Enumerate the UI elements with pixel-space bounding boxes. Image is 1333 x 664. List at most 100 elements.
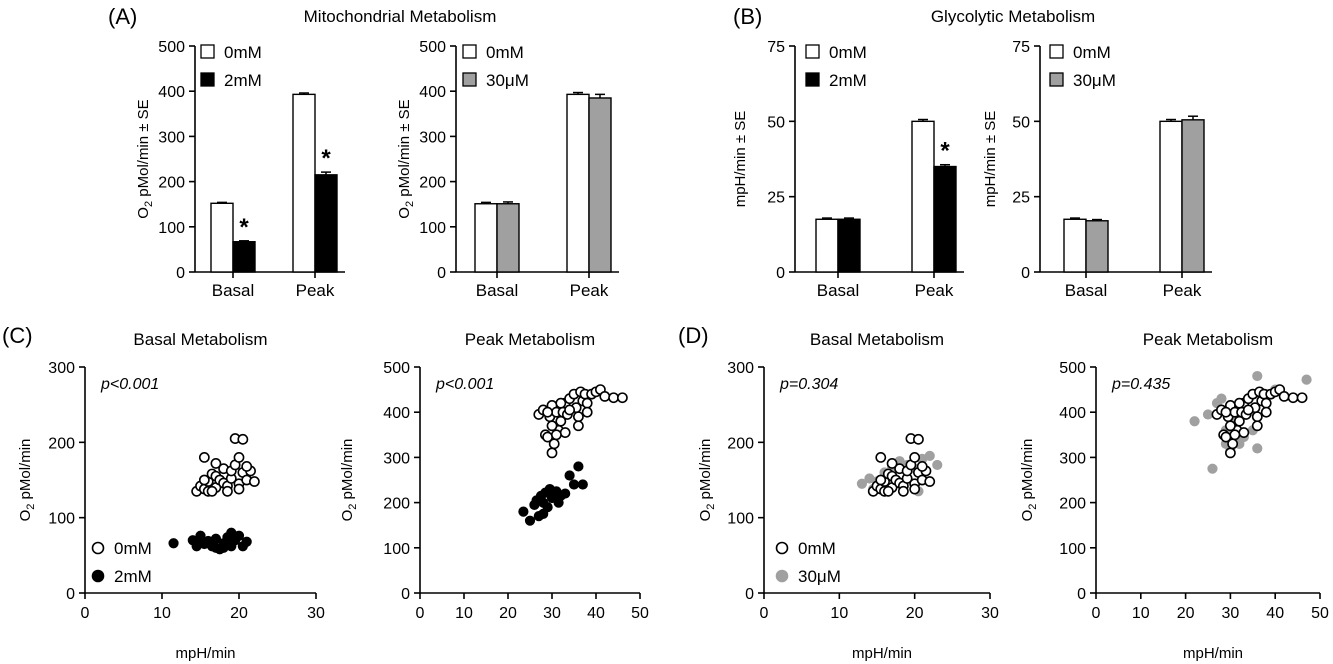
x-tick-label: 30 <box>307 605 325 622</box>
y-tick-label: 0 <box>176 265 185 282</box>
point-d2-0 <box>1227 438 1239 450</box>
point-d1-0 <box>924 476 936 487</box>
legend-marker <box>91 541 105 555</box>
point-d1-0 <box>875 451 887 463</box>
legend-label: 2mM <box>829 71 867 90</box>
category-label: Basal <box>212 281 255 300</box>
chart-title: Basal Metabolism <box>133 330 267 349</box>
point-d2-0 <box>1242 404 1254 416</box>
category-label: Peak <box>1163 281 1202 300</box>
significance-star: * <box>239 214 249 241</box>
point-c2-1 <box>577 479 588 490</box>
panel-b-title: Glycolytic Metabolism <box>931 7 1095 26</box>
p-value: p<0.001 <box>100 376 159 393</box>
x-tick-label: 0 <box>760 605 769 622</box>
point-c2-0 <box>555 397 567 409</box>
bar-a2-1-0 <box>496 203 520 273</box>
y-tick-label: 300 <box>1059 450 1086 467</box>
category-label: Peak <box>296 281 335 300</box>
point-d2-1 <box>1189 416 1200 427</box>
y-axis-label: O2 pMol/min ± SE <box>396 99 416 218</box>
y-tick-label: 100 <box>727 511 754 528</box>
point-d2-1 <box>1252 370 1263 382</box>
point-d2-0 <box>1251 420 1263 432</box>
chart-title: Peak Metabolism <box>1143 330 1273 349</box>
point-d2-0 <box>1296 392 1308 404</box>
point-c1-0 <box>233 451 245 463</box>
panel-label-c: (C) <box>2 323 33 348</box>
point-d1-1 <box>932 459 943 471</box>
bar-b2-0-1 <box>1159 120 1183 273</box>
point-d1-0 <box>909 483 921 495</box>
point-c2-0 <box>542 406 553 418</box>
y-tick-label: 200 <box>158 175 185 192</box>
point-c1-0 <box>222 485 233 497</box>
point-c2-0 <box>551 429 562 441</box>
y-tick-label: 500 <box>419 39 446 56</box>
y-tick-label: 100 <box>158 220 185 237</box>
x-tick-label: 10 <box>830 605 848 622</box>
x-tick-label: 0 <box>416 605 425 622</box>
category-label: Basal <box>817 281 860 300</box>
point-d1-0 <box>909 451 921 463</box>
legend-swatch <box>200 72 215 87</box>
y-tick-label: 200 <box>48 435 75 452</box>
legend-marker <box>775 541 789 555</box>
y-tick-label: 25 <box>767 190 785 207</box>
legend-swatch <box>462 44 477 59</box>
legend-label: 0mM <box>224 43 262 62</box>
legend-label: 0mM <box>798 539 836 558</box>
point-d2-0 <box>1220 406 1232 418</box>
point-c2-0 <box>581 406 593 418</box>
point-d2-1 <box>1207 463 1218 474</box>
point-c2-0 <box>599 390 611 402</box>
panel-label-a: (A) <box>108 4 137 29</box>
x-tick-label: 0 <box>81 605 90 622</box>
point-d2-0 <box>1287 392 1299 404</box>
bar-a2-0-1 <box>566 93 590 273</box>
point-d2-0 <box>1233 397 1245 409</box>
point-c1-1 <box>241 536 252 547</box>
y-tick-label: 25 <box>1012 190 1030 207</box>
p-value: p=0.304 <box>779 376 838 393</box>
legend-label: 0mM <box>829 43 867 62</box>
point-c2-1 <box>568 479 580 490</box>
y-tick-label: 0 <box>66 586 75 603</box>
point-c2-1 <box>564 470 575 481</box>
x-tick-label: 30 <box>981 605 999 622</box>
legend-label: 30μM <box>1073 71 1116 90</box>
y-tick-label: 500 <box>1059 360 1086 377</box>
point-c1-0 <box>210 458 222 469</box>
y-tick-label: 200 <box>727 435 754 452</box>
legend-label: 30μM <box>486 71 529 90</box>
significance-star: * <box>940 138 950 165</box>
point-d1-0 <box>913 433 924 445</box>
legend-marker <box>775 569 789 583</box>
y-tick-label: 300 <box>48 360 75 377</box>
point-d2-0 <box>1225 420 1236 432</box>
bar-a1-1-1 <box>314 174 338 273</box>
y-axis-label: O2 pMol/min <box>697 439 717 522</box>
x-tick-label: 40 <box>587 605 605 622</box>
category-label: Basal <box>476 281 519 300</box>
y-tick-label: 400 <box>419 84 446 101</box>
legend-label: 30μM <box>798 567 841 586</box>
y-tick-label: 0 <box>1077 586 1086 603</box>
point-d2-1 <box>1216 393 1227 404</box>
y-tick-label: 75 <box>767 39 785 56</box>
y-tick-label: 200 <box>383 496 410 513</box>
x-axis-label: mpH/min <box>1183 645 1243 662</box>
point-c2-0 <box>546 447 558 459</box>
y-tick-label: 500 <box>383 360 410 377</box>
significance-star: * <box>321 145 331 172</box>
chart-a2: 0 100 200 300 400 500 O2 pMol/min ± SE Basal Pea… <box>396 39 619 300</box>
point-d2-0 <box>1251 411 1263 423</box>
x-tick-label: 20 <box>1177 605 1195 622</box>
y-tick-label: 100 <box>48 511 75 528</box>
point-d1-0 <box>886 458 898 469</box>
legend-swatch <box>462 72 477 87</box>
point-c2-0 <box>573 420 584 432</box>
point-d2-1 <box>1202 409 1214 420</box>
legend-label: 2mM <box>224 71 262 90</box>
